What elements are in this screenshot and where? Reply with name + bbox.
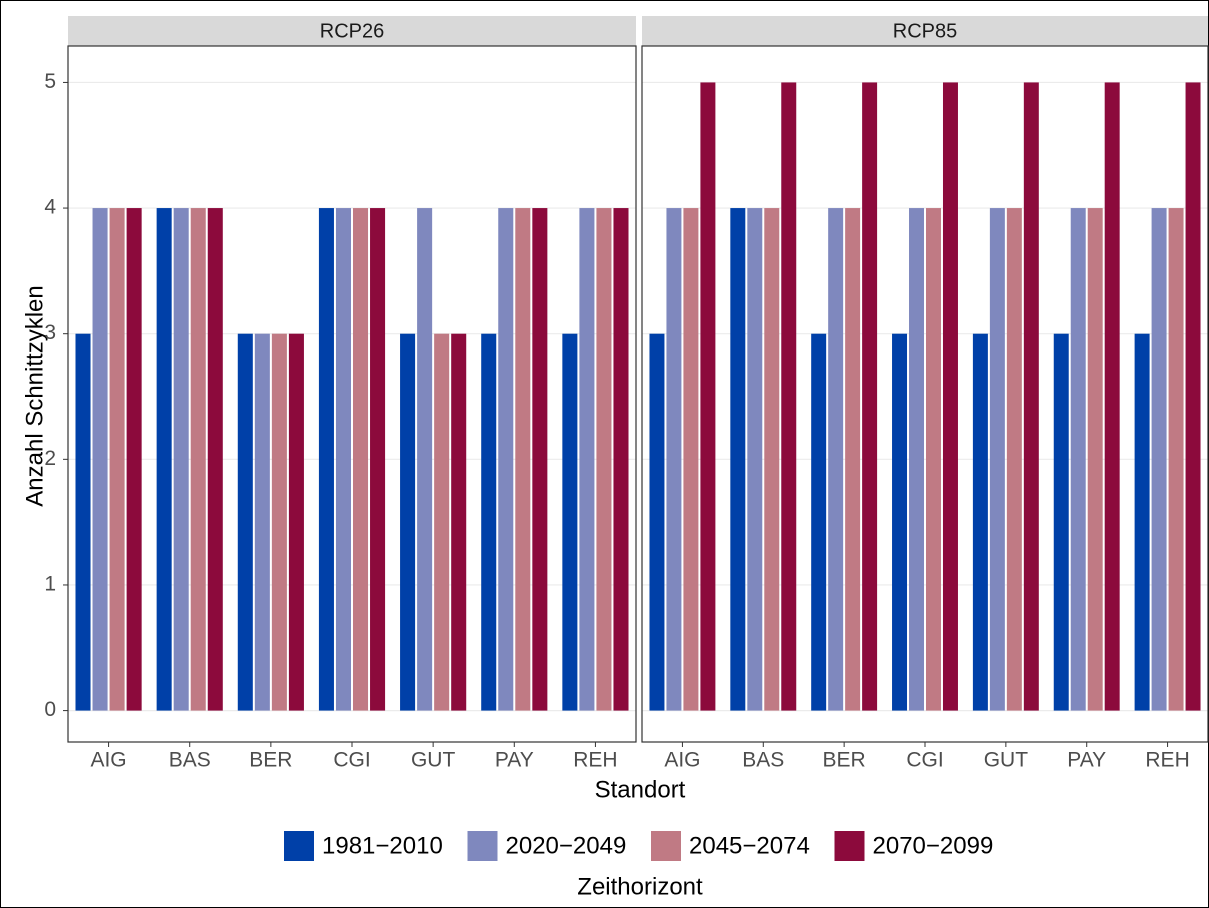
- x-tick-label: PAY: [1067, 749, 1106, 772]
- bar: [1053, 333, 1069, 711]
- bar: [811, 333, 827, 711]
- y-tick-label: 3: [44, 321, 56, 344]
- legend-swatch: [467, 831, 498, 861]
- bar: [909, 208, 924, 711]
- bar: [596, 208, 612, 711]
- bar: [1168, 208, 1184, 711]
- y-tick-label: 2: [44, 447, 56, 470]
- x-tick-label: CGI: [906, 749, 943, 772]
- x-tick-label: GUT: [411, 749, 456, 772]
- bar: [926, 208, 941, 711]
- legend-label: 1981−2010: [322, 832, 443, 859]
- strip-label: RCP26: [320, 20, 384, 42]
- y-tick-label: 0: [44, 698, 56, 721]
- x-tick-label: REH: [1145, 749, 1189, 772]
- bar: [562, 333, 578, 711]
- legend-swatch: [284, 831, 314, 861]
- x-tick-label: BER: [823, 749, 866, 772]
- bar: [353, 208, 369, 711]
- bar: [417, 208, 433, 711]
- bar: [190, 208, 206, 711]
- y-tick-label: 4: [44, 196, 56, 219]
- bar: [730, 208, 746, 711]
- bar: [862, 82, 878, 711]
- x-tick-label: AIG: [90, 749, 126, 772]
- x-axis-title: Standort: [595, 776, 686, 803]
- strip: [68, 16, 636, 46]
- bar: [1104, 82, 1120, 711]
- bar: [515, 208, 531, 711]
- bar: [1087, 208, 1103, 711]
- bar: [156, 208, 172, 711]
- bar: [781, 82, 797, 711]
- bar: [1185, 82, 1201, 711]
- bar: [613, 208, 629, 711]
- bar: [75, 333, 91, 711]
- bar: [1134, 333, 1150, 711]
- y-tick-label: 1: [44, 573, 56, 596]
- bar: [666, 208, 682, 711]
- bar: [92, 208, 108, 711]
- legend-label: 2070−2099: [873, 832, 994, 859]
- bar: [451, 333, 467, 711]
- bar: [173, 208, 189, 711]
- bar: [828, 208, 844, 711]
- legend-label: 2045−2074: [689, 832, 810, 859]
- x-tick-label: PAY: [495, 749, 534, 772]
- bar: [288, 333, 304, 711]
- y-axis-title: Anzahl Schnittzyklen: [21, 285, 48, 506]
- bar: [370, 208, 386, 711]
- bar: [254, 333, 270, 711]
- bar: [1023, 82, 1039, 711]
- bar: [532, 208, 548, 711]
- bar: [1151, 208, 1167, 711]
- panel-border: [641, 45, 1209, 743]
- bar: [207, 208, 223, 711]
- x-tick-label: AIG: [664, 749, 700, 772]
- panel-border: [67, 45, 637, 743]
- x-tick-label: BAS: [742, 749, 784, 772]
- bar: [1006, 208, 1022, 711]
- panel: [642, 46, 1208, 742]
- strip-label: RCP85: [893, 20, 957, 42]
- bar: [318, 208, 334, 711]
- legend-label: 2020−2049: [506, 832, 627, 859]
- x-tick-label: BER: [249, 749, 292, 772]
- bar: [700, 82, 716, 711]
- x-tick-label: GUT: [984, 749, 1029, 772]
- bar: [434, 333, 450, 711]
- bar: [481, 333, 497, 711]
- y-tick-label: 5: [44, 70, 56, 93]
- bar: [764, 208, 780, 711]
- bar: [989, 208, 1005, 711]
- x-tick-label: BAS: [169, 749, 211, 772]
- bar: [747, 208, 763, 711]
- legend-swatch: [834, 831, 865, 861]
- bar: [271, 333, 287, 711]
- x-tick-label: CGI: [333, 749, 370, 772]
- legend-swatch: [651, 831, 681, 861]
- bar: [972, 333, 988, 711]
- bar: [126, 208, 142, 711]
- bar: [845, 208, 861, 711]
- bar: [892, 333, 908, 711]
- bar: [683, 208, 699, 711]
- bar: [237, 333, 253, 711]
- bar: [579, 208, 595, 711]
- bar: [649, 333, 665, 711]
- bar: [942, 82, 958, 711]
- strip: [642, 16, 1208, 46]
- bar: [1070, 208, 1086, 711]
- bar: [498, 208, 514, 711]
- bar: [335, 208, 351, 711]
- bar: [109, 208, 125, 711]
- legend-title: Zeithorizont: [577, 873, 703, 900]
- x-tick-label: REH: [573, 749, 617, 772]
- panel: [68, 46, 636, 742]
- bar: [400, 333, 416, 711]
